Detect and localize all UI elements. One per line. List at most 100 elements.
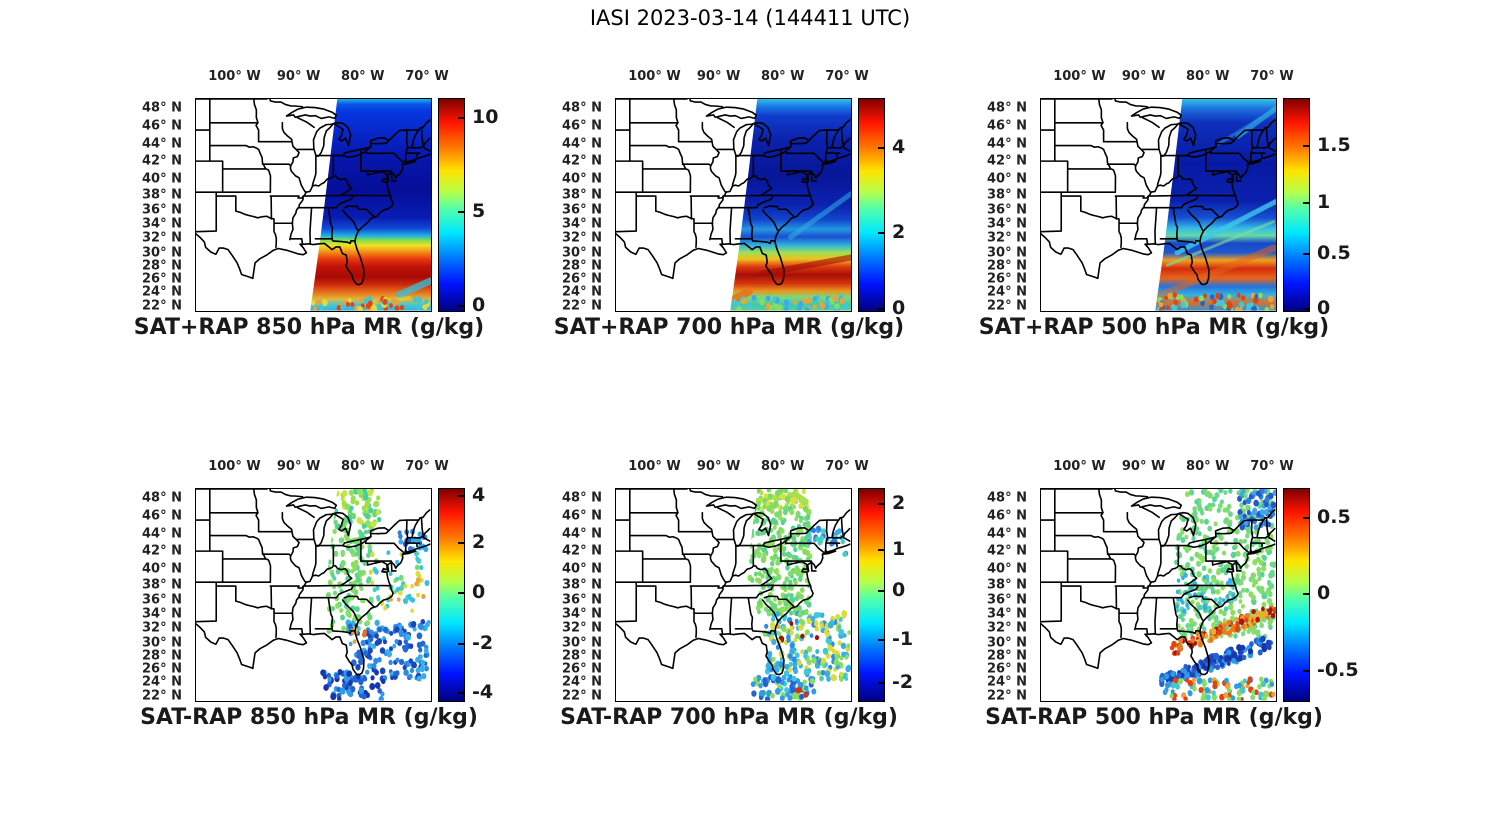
lat-tick-label: 36° N — [562, 592, 602, 608]
lat-tick-label: 32° N — [562, 230, 602, 246]
lat-tick-label: 46° N — [142, 508, 182, 524]
lon-tick-label: 80° W — [1186, 69, 1230, 84]
colorbar — [438, 98, 465, 312]
lat-tick-label: 42° N — [562, 543, 602, 559]
lat-tick-label: 36° N — [562, 202, 602, 218]
colorbar — [858, 488, 885, 702]
lat-tick-label: 38° N — [562, 577, 602, 593]
map-frame — [1040, 488, 1277, 702]
latitude-axis: 48° N 46° N 44° N 42° N 40° N 38° N 36° N 34° N… — [540, 98, 608, 313]
lon-tick-label: 100° W — [208, 459, 261, 474]
lat-tick-label: 36° N — [987, 592, 1027, 608]
lon-tick-label: 90° W — [276, 69, 321, 84]
lat-tick-label: 34° N — [987, 606, 1027, 622]
map-canvas — [616, 99, 851, 311]
lat-tick-label: 26° N — [562, 661, 602, 677]
latitude-axis: 48° N 46° N 44° N 42° N 40° N 38° N 36° N 34° N… — [965, 488, 1033, 704]
lat-tick-label: 24° N — [987, 284, 1027, 300]
longitude-axis: 100° W 90° W 80° W 70° W — [195, 69, 448, 87]
lat-tick-label: 30° N — [142, 635, 182, 651]
colorbar-tick-mark — [878, 549, 884, 552]
lat-tick-label: 30° N — [142, 245, 182, 261]
map-frame — [615, 98, 852, 312]
lat-tick-label: 22° N — [987, 688, 1027, 704]
colorbar-tick-label: 4 — [472, 483, 486, 506]
colorbar-tick-mark — [1303, 307, 1309, 310]
panel-title: SAT+RAP 700 hPa MR (g/kg) — [553, 315, 905, 340]
map-canvas — [1041, 99, 1276, 311]
lat-tick-label: 44° N — [562, 526, 602, 542]
lat-tick-label: 22° N — [987, 298, 1027, 314]
colorbar-tick-label: 0 — [472, 293, 486, 316]
lat-tick-label: 30° N — [562, 245, 602, 261]
lon-tick-label: 90° W — [276, 459, 321, 474]
lat-tick-label: 40° N — [142, 171, 182, 187]
lon-tick-label: 100° W — [1053, 69, 1106, 84]
lon-tick-label: 70° W — [825, 459, 869, 474]
lat-tick-label: 40° N — [987, 561, 1027, 577]
colorbar-tick-mark — [458, 117, 464, 120]
lat-tick-label: 36° N — [987, 202, 1027, 218]
colorbar-tick-label: 2 — [892, 220, 906, 243]
lat-tick-label: 48° N — [987, 490, 1027, 506]
colorbar-tick-label: 4 — [892, 135, 906, 158]
colorbar-tick-mark — [878, 638, 884, 641]
lat-tick-label: 44° N — [142, 526, 182, 542]
lon-tick-label: 100° W — [1053, 459, 1106, 474]
lat-tick-label: 24° N — [987, 674, 1027, 690]
panel-title: SAT+RAP 500 hPa MR (g/kg) — [978, 315, 1330, 340]
lat-tick-label: 42° N — [142, 543, 182, 559]
colorbar-tick-mark — [878, 502, 884, 505]
lon-tick-label: 90° W — [696, 69, 741, 84]
lon-tick-label: 90° W — [1121, 459, 1166, 474]
colorbar-tick-mark — [458, 542, 464, 545]
panel-title: SAT-RAP 850 hPa MR (g/kg) — [140, 705, 478, 730]
lat-tick-label: 32° N — [142, 620, 182, 636]
map-canvas — [616, 489, 851, 701]
map-frame — [195, 98, 432, 312]
lat-tick-label: 42° N — [987, 543, 1027, 559]
colorbar-tick-mark — [458, 304, 464, 307]
colorbar-tick-label: -4 — [472, 680, 494, 703]
colorbar — [1283, 488, 1310, 702]
lat-tick-label: 46° N — [987, 508, 1027, 524]
lat-tick-label: 24° N — [562, 284, 602, 300]
panel-sat-minus-rap-500: 100° W 90° W 80° W 70° W 48° N 46° N 44° N 42°… — [965, 443, 1395, 743]
colorbar-tick-mark — [878, 589, 884, 592]
colorbar-tick-label: 1 — [1317, 190, 1331, 213]
lat-tick-label: 24° N — [562, 674, 602, 690]
map-canvas — [196, 99, 431, 311]
lat-tick-label: 32° N — [987, 620, 1027, 636]
lat-tick-label: 42° N — [562, 153, 602, 169]
lon-tick-label: 100° W — [208, 69, 261, 84]
colorbar-tick-label: 0.5 — [1317, 506, 1351, 529]
lat-tick-label: 48° N — [562, 100, 602, 116]
colorbar-tick-label: 10 — [472, 106, 499, 129]
colorbar-tick-label: 5 — [472, 199, 486, 222]
map-frame — [615, 488, 852, 702]
colorbar-tick-label: 2 — [892, 491, 906, 514]
lat-tick-label: 42° N — [142, 153, 182, 169]
longitude-axis: 100° W 90° W 80° W 70° W — [1040, 69, 1293, 87]
lat-tick-label: 44° N — [142, 136, 182, 152]
panel-sat-minus-rap-850: 100° W 90° W 80° W 70° W 48° N 46° N 44° N 42°… — [120, 443, 550, 743]
colorbar-tick-label: -2 — [472, 631, 494, 654]
lat-tick-label: 34° N — [562, 216, 602, 232]
lat-tick-label: 36° N — [142, 202, 182, 218]
lon-tick-label: 70° W — [405, 69, 449, 84]
colorbar-tick-mark — [1303, 592, 1309, 595]
lon-tick-label: 70° W — [1250, 459, 1294, 474]
lat-tick-label: 34° N — [562, 606, 602, 622]
latitude-axis: 48° N 46° N 44° N 42° N 40° N 38° N 36° N 34° N… — [120, 488, 188, 703]
colorbar-tick-label: -2 — [892, 670, 914, 693]
lat-tick-label: 30° N — [987, 245, 1027, 261]
colorbar — [1283, 98, 1310, 312]
lat-tick-label: 24° N — [142, 284, 182, 300]
lat-tick-label: 28° N — [142, 648, 182, 664]
longitude-axis: 100° W 90° W 80° W 70° W — [195, 459, 448, 477]
colorbar-tick-mark — [458, 642, 464, 645]
lon-tick-label: 80° W — [341, 69, 385, 84]
lat-tick-label: 28° N — [562, 648, 602, 664]
lat-tick-label: 46° N — [142, 118, 182, 134]
lon-tick-label: 100° W — [628, 69, 681, 84]
